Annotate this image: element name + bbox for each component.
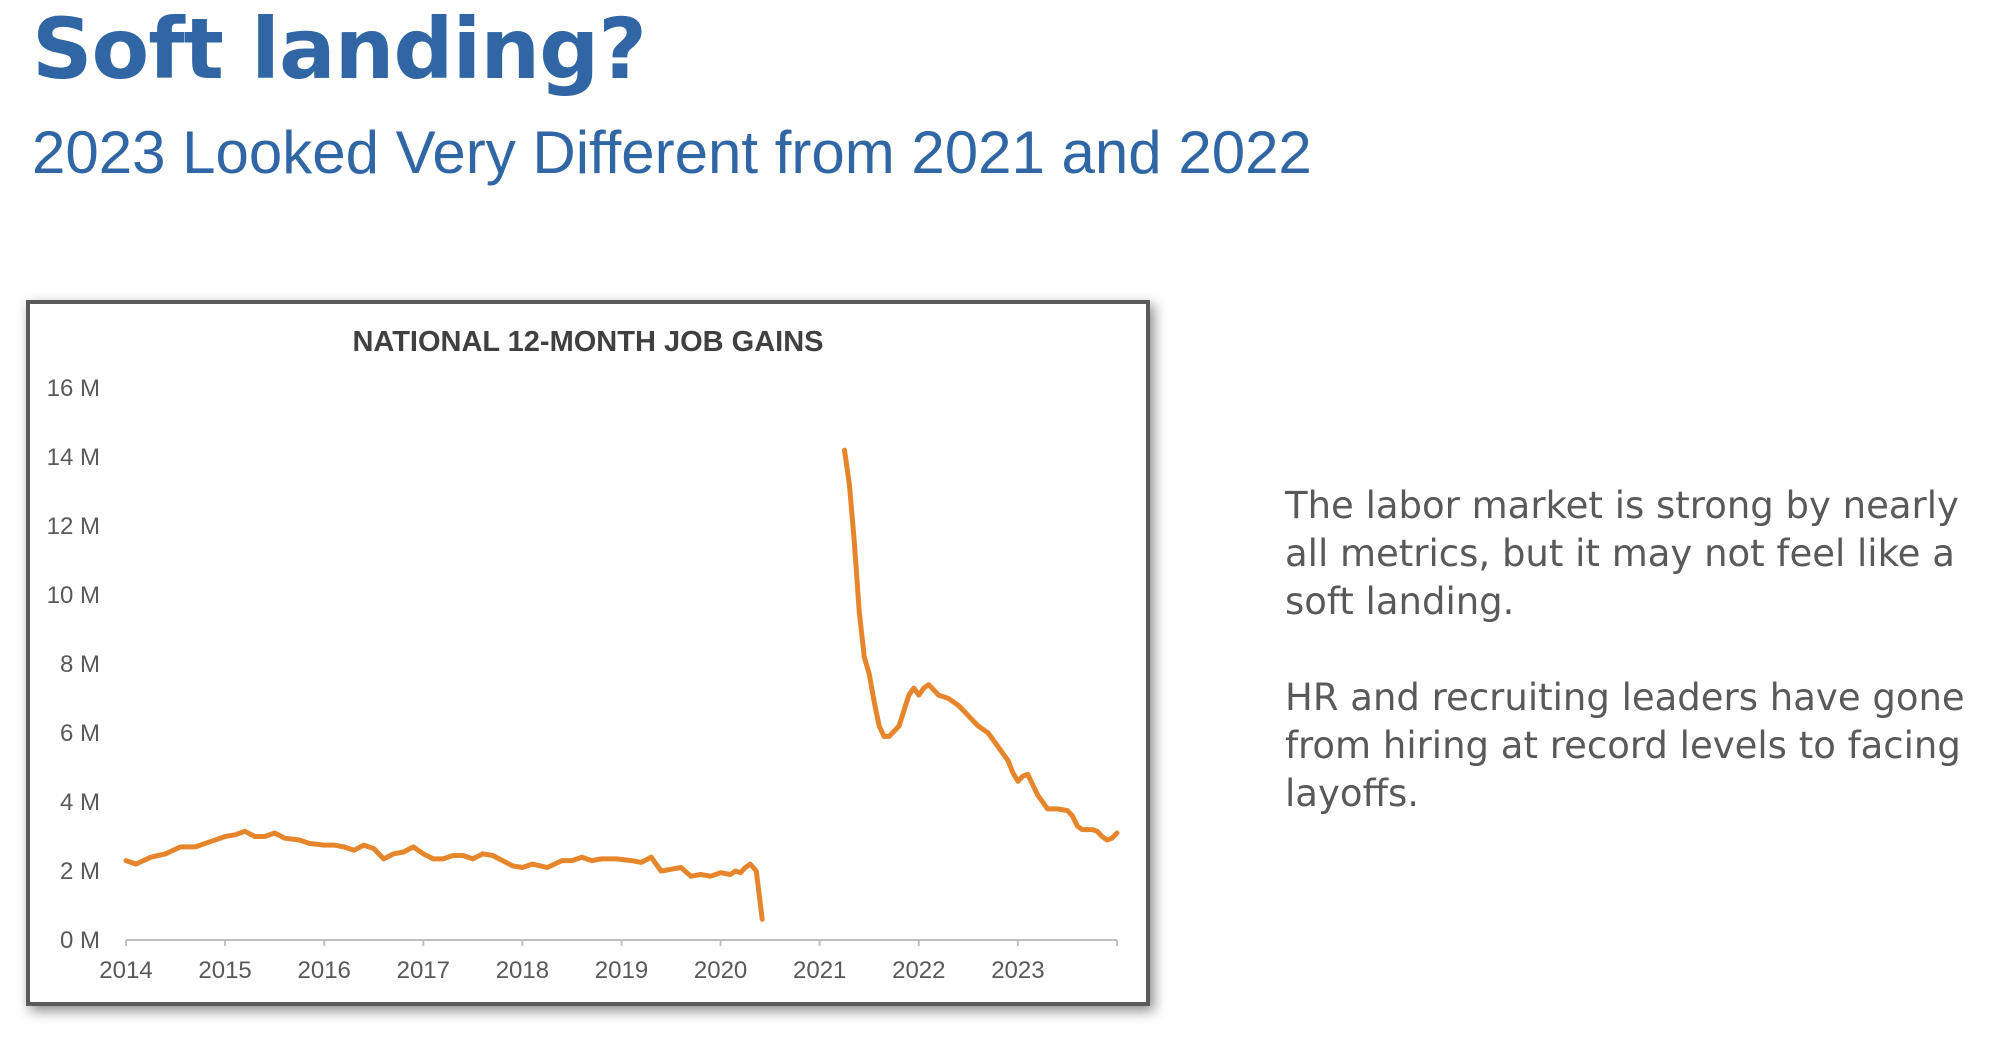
y-tick-label: 2 M — [60, 858, 100, 885]
slide-title: Soft landing? — [32, 0, 647, 98]
y-tick-label: 10 M — [47, 582, 100, 609]
x-tick-label: 2023 — [991, 957, 1044, 984]
y-tick-label: 14 M — [47, 444, 100, 471]
y-tick-label: 0 M — [60, 927, 100, 954]
x-axis: 2014 2015 2016 2017 2018 2019 2020 2021 2022 2023 — [99, 940, 1118, 984]
series-line-segment-2 — [842, 447, 1120, 843]
commentary-paragraph-2: HR and recruiting leaders have gone from… — [1285, 676, 1965, 815]
x-tick-label: 2019 — [595, 957, 648, 984]
x-tick-label: 2020 — [694, 957, 747, 984]
chart-title: NATIONAL 12-MONTH JOB GAINS — [352, 326, 823, 358]
y-tick-label: 8 M — [60, 651, 100, 678]
x-tick-label: 2015 — [198, 957, 251, 984]
x-tick-label: 2022 — [892, 957, 945, 984]
y-tick-label: 12 M — [47, 513, 100, 540]
series-line-segment-1 — [123, 828, 765, 922]
x-tick-label: 2018 — [496, 957, 549, 984]
y-axis: 0 M 2 M 4 M 6 M 8 M 10 M 12 M 14 M 16 M — [47, 375, 100, 954]
x-tick-label: 2021 — [793, 957, 846, 984]
x-tick-label: 2016 — [298, 957, 351, 984]
commentary: The labor market is strong by nearly all… — [1285, 482, 1985, 866]
slide-subtitle: 2023 Looked Very Different from 2021 and… — [32, 119, 1312, 186]
y-tick-label: 6 M — [60, 720, 100, 747]
y-tick-label: 16 M — [47, 375, 100, 402]
commentary-paragraph-1: The labor market is strong by nearly all… — [1285, 484, 1959, 623]
chart-panel: NATIONAL 12-MONTH JOB GAINS 0 M 2 M 4 M 6 M… — [26, 300, 1150, 1006]
job-gains-chart: NATIONAL 12-MONTH JOB GAINS 0 M 2 M 4 M 6 M… — [47, 326, 1120, 984]
x-tick-label: 2017 — [397, 957, 450, 984]
series-group — [123, 447, 1120, 922]
x-tick-label: 2014 — [99, 957, 152, 984]
y-tick-label: 4 M — [60, 789, 100, 816]
